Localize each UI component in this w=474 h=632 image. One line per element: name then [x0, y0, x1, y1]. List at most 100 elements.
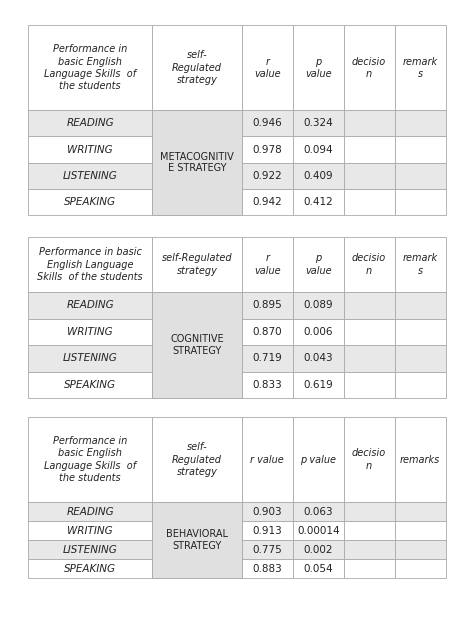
Bar	[28, 237, 152, 292]
Text: r value: r value	[250, 454, 284, 465]
Text: remark
s: remark s	[402, 57, 438, 79]
Text: 0.775: 0.775	[253, 545, 282, 555]
Text: Performance in
basic English
Language Skills  of
the students: Performance in basic English Language Sk…	[44, 44, 137, 92]
Text: 0.00014: 0.00014	[297, 526, 339, 536]
Text: decisio
n: decisio n	[352, 57, 386, 79]
Bar	[344, 559, 395, 578]
Bar	[293, 162, 344, 189]
Text: 0.942: 0.942	[253, 197, 282, 207]
Text: self-
Regulated
strategy: self- Regulated strategy	[172, 51, 222, 85]
Bar	[293, 559, 344, 578]
Bar	[152, 559, 242, 578]
Bar	[344, 502, 395, 521]
Text: 0.913: 0.913	[253, 526, 282, 536]
Bar	[344, 110, 395, 137]
Bar	[242, 292, 293, 319]
Bar	[395, 345, 446, 372]
Text: 0.833: 0.833	[253, 380, 282, 390]
Bar	[395, 372, 446, 398]
Text: p
value: p value	[305, 57, 331, 79]
Bar	[28, 162, 152, 189]
Bar	[28, 417, 152, 502]
Bar	[395, 189, 446, 215]
Text: 0.922: 0.922	[253, 171, 282, 181]
Text: 0.412: 0.412	[303, 197, 333, 207]
Bar	[242, 559, 293, 578]
Bar	[395, 25, 446, 110]
Text: 0.870: 0.870	[253, 327, 282, 337]
Bar	[395, 540, 446, 559]
Bar	[152, 137, 242, 162]
Text: 0.895: 0.895	[253, 300, 282, 310]
Bar	[293, 540, 344, 559]
Text: 0.946: 0.946	[253, 118, 282, 128]
Bar	[242, 137, 293, 162]
Text: 0.094: 0.094	[303, 145, 333, 154]
Bar	[395, 502, 446, 521]
Bar	[344, 345, 395, 372]
Text: 0.978: 0.978	[253, 145, 282, 154]
Text: r
value: r value	[254, 57, 281, 79]
Text: BEHAVIORAL
STRATEGY: BEHAVIORAL STRATEGY	[166, 530, 228, 551]
Text: 0.883: 0.883	[253, 564, 282, 574]
Bar	[28, 540, 152, 559]
Bar	[28, 502, 152, 521]
Bar	[293, 189, 344, 215]
Bar	[344, 292, 395, 319]
Bar	[293, 292, 344, 319]
Bar	[152, 25, 242, 110]
Text: 0.006: 0.006	[303, 327, 333, 337]
Bar	[242, 345, 293, 372]
Bar	[395, 237, 446, 292]
Bar	[152, 162, 242, 189]
Bar	[293, 521, 344, 540]
Bar	[344, 521, 395, 540]
Bar	[242, 25, 293, 110]
Text: 0.002: 0.002	[303, 545, 333, 555]
Bar	[28, 345, 152, 372]
Bar	[395, 110, 446, 137]
Bar	[344, 372, 395, 398]
Bar	[152, 110, 242, 137]
Text: READING: READING	[66, 507, 114, 516]
Text: WRITING: WRITING	[67, 526, 113, 536]
Bar	[152, 372, 242, 398]
Text: COGNITIVE
STRATEGY: COGNITIVE STRATEGY	[170, 334, 224, 356]
Text: 0.089: 0.089	[303, 300, 333, 310]
Text: READING: READING	[66, 300, 114, 310]
Bar	[344, 137, 395, 162]
Bar	[152, 292, 242, 319]
Text: METACOGNITIV
E STRATEGY: METACOGNITIV E STRATEGY	[160, 152, 234, 173]
Bar	[395, 137, 446, 162]
Text: decisio
n: decisio n	[352, 253, 386, 276]
Text: remark
s: remark s	[402, 253, 438, 276]
Bar	[395, 292, 446, 319]
Bar	[344, 25, 395, 110]
Bar	[28, 292, 152, 319]
Text: WRITING: WRITING	[67, 145, 113, 154]
Text: remarks: remarks	[400, 454, 440, 465]
Text: LISTENING: LISTENING	[63, 171, 118, 181]
Text: 0.324: 0.324	[303, 118, 333, 128]
Bar	[344, 237, 395, 292]
Bar	[344, 417, 395, 502]
Text: p
value: p value	[305, 253, 331, 276]
Bar	[152, 110, 242, 215]
Bar	[395, 417, 446, 502]
Text: READING: READING	[66, 118, 114, 128]
Bar	[152, 292, 242, 398]
Bar	[293, 237, 344, 292]
Bar	[152, 345, 242, 372]
Text: r
value: r value	[254, 253, 281, 276]
Bar	[28, 189, 152, 215]
Text: SPEAKING: SPEAKING	[64, 564, 116, 574]
Text: decisio
n: decisio n	[352, 449, 386, 471]
Bar	[28, 137, 152, 162]
Text: Performance in basic
English Language
Skills  of the students: Performance in basic English Language Sk…	[37, 247, 143, 282]
Bar	[395, 521, 446, 540]
Bar	[152, 237, 242, 292]
Bar	[242, 189, 293, 215]
Bar	[293, 372, 344, 398]
Bar	[242, 372, 293, 398]
Bar	[242, 162, 293, 189]
